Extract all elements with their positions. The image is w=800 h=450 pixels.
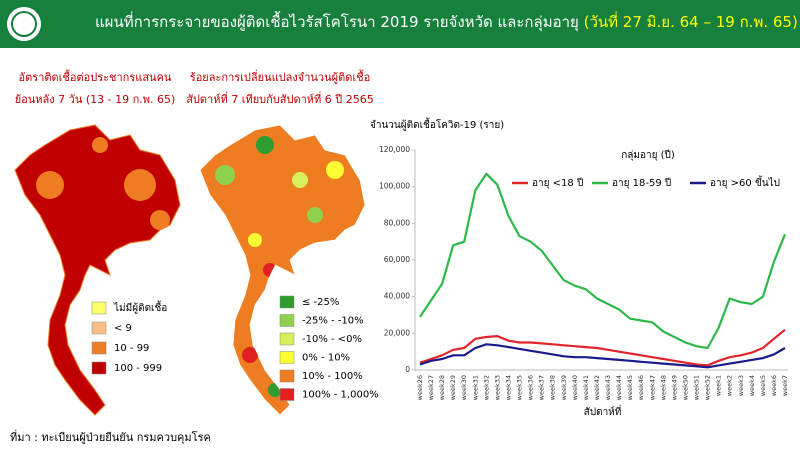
- x-tick-label: week28: [438, 375, 446, 400]
- title: แผนที่การกระจายของผู้ติดเชื้อไวรัสโคโรนา…: [95, 11, 579, 32]
- x-tick-label: week47: [648, 375, 656, 400]
- x-tick-label: week4: [748, 375, 756, 396]
- legend-swatch: [279, 332, 295, 346]
- x-tick-label: week44: [615, 375, 623, 400]
- x-tick-label: week36: [527, 375, 535, 400]
- x-tick-label: week5: [759, 375, 767, 396]
- legend-label: อายุ <18 ปี: [532, 177, 583, 189]
- y-tick-label: 20,000: [384, 328, 410, 337]
- legend-label: -10% - <0%: [302, 334, 362, 345]
- y-tick-label: 0: [405, 365, 410, 374]
- x-tick-label: week34: [504, 375, 512, 400]
- x-tick-label: week1: [715, 375, 723, 396]
- x-tick-label: week2: [726, 375, 734, 396]
- legend-label: < 9: [114, 323, 132, 334]
- legend-swatch: [91, 341, 107, 355]
- y-tick-label: 40,000: [384, 292, 410, 301]
- series-line: [419, 328, 786, 367]
- x-tick-label: week39: [560, 375, 568, 400]
- x-tick-label: week3: [737, 375, 745, 396]
- map: ร้อยละการเปลี่ยนแปลงจำนวนผู้ติดเชื้อ สัป…: [186, 69, 374, 416]
- legend-label: 10 - 99: [114, 343, 149, 354]
- thailand-map: [199, 124, 366, 416]
- legend-swatch: [91, 321, 107, 335]
- logo-ring: [11, 11, 37, 37]
- x-tick-label: week45: [626, 375, 634, 400]
- x-tick-label: week30: [460, 375, 468, 400]
- legend-swatch: [279, 369, 295, 383]
- x-tick-label: week41: [582, 375, 590, 400]
- x-tick-label: week6: [770, 375, 778, 396]
- series-line: [419, 343, 786, 369]
- x-tick-label: week37: [538, 375, 546, 400]
- x-tick-label: week48: [659, 375, 667, 400]
- y-tick-label: 60,000: [384, 255, 410, 264]
- header-title: แผนที่การกระจายของผู้ติดเชื้อไวรัสโคโรนา…: [95, 11, 798, 32]
- date-range: (วันที่ 27 มิ.ย. 64 – 19 ก.พ. 65): [584, 11, 798, 31]
- legend-label: 10% - 100%: [302, 371, 363, 382]
- y-axis-label: จำนวนผู้ติดเชื้อโควิด-19 (ราย): [370, 117, 504, 131]
- legend-swatch: [91, 361, 107, 375]
- x-tick-label: week29: [449, 375, 457, 400]
- map-title: ร้อยละการเปลี่ยนแปลงจำนวนผู้ติดเชื้อ: [190, 69, 370, 84]
- x-tick-label: week46: [637, 375, 645, 400]
- legend-swatch: [91, 301, 107, 315]
- legend-title: กลุ่มอายุ (ปี): [621, 149, 675, 161]
- x-tick-label: week27: [427, 375, 435, 400]
- thailand-map: [14, 124, 181, 416]
- x-tick-label: week40: [571, 375, 579, 400]
- legend-label: 0% - 10%: [302, 353, 350, 364]
- map-title: ย้อนหลัง 7 วัน (13 - 19 ก.พ. 65): [15, 93, 176, 106]
- header-bar: [0, 0, 800, 48]
- x-tick-label: week32: [482, 375, 490, 400]
- x-axis-label: สัปดาห์ที่: [584, 404, 622, 418]
- x-tick-label: week51: [693, 375, 701, 400]
- x-tick-label: week38: [549, 375, 557, 400]
- legend-label: อายุ 18-59 ปี: [612, 177, 671, 189]
- legend-label: -25% - -10%: [302, 316, 364, 327]
- series-line: [419, 172, 787, 350]
- legend-label: อายุ >60 ขึ้นไป: [710, 175, 780, 189]
- map: อัตราติดเชื้อต่อประชากรแสนคน ย้อนหลัง 7 …: [14, 69, 181, 416]
- legend-swatch: [279, 388, 295, 401]
- y-tick-label: 120,000: [379, 145, 410, 154]
- x-tick-label: week52: [704, 375, 712, 400]
- y-tick-label: 100,000: [379, 182, 410, 191]
- x-tick-label: week7: [781, 375, 789, 396]
- x-tick-label: week31: [471, 375, 479, 400]
- legend-label: 100 - 999: [114, 363, 162, 374]
- legend-label: ≤ -25%: [302, 297, 339, 308]
- y-tick-label: 80,000: [384, 218, 410, 227]
- legend-swatch: [279, 314, 295, 327]
- legend-swatch: [279, 295, 295, 309]
- x-tick-label: week42: [593, 375, 601, 400]
- map-title: สัปดาห์ที่ 7 เทียบกับสัปดาห์ที่ 6 ปี 256…: [186, 91, 374, 106]
- map-title: อัตราติดเชื้อต่อประชากรแสนคน: [19, 69, 172, 84]
- legend-swatch: [279, 351, 295, 364]
- x-tick-label: week33: [493, 375, 501, 400]
- x-tick-label: week35: [516, 375, 524, 400]
- source: ที่มา : ทะเบียนผู้ป่วยยืนยัน กรมควบคุมโร…: [10, 429, 211, 444]
- x-tick-label: week26: [416, 375, 424, 400]
- x-tick-label: week50: [681, 375, 689, 400]
- x-tick-label: week43: [604, 375, 612, 400]
- legend-label: ไม่มีผู้ติดเชื้อ: [113, 300, 167, 314]
- legend-label: 100% - 1,000%: [302, 390, 379, 401]
- x-tick-label: week49: [670, 375, 678, 400]
